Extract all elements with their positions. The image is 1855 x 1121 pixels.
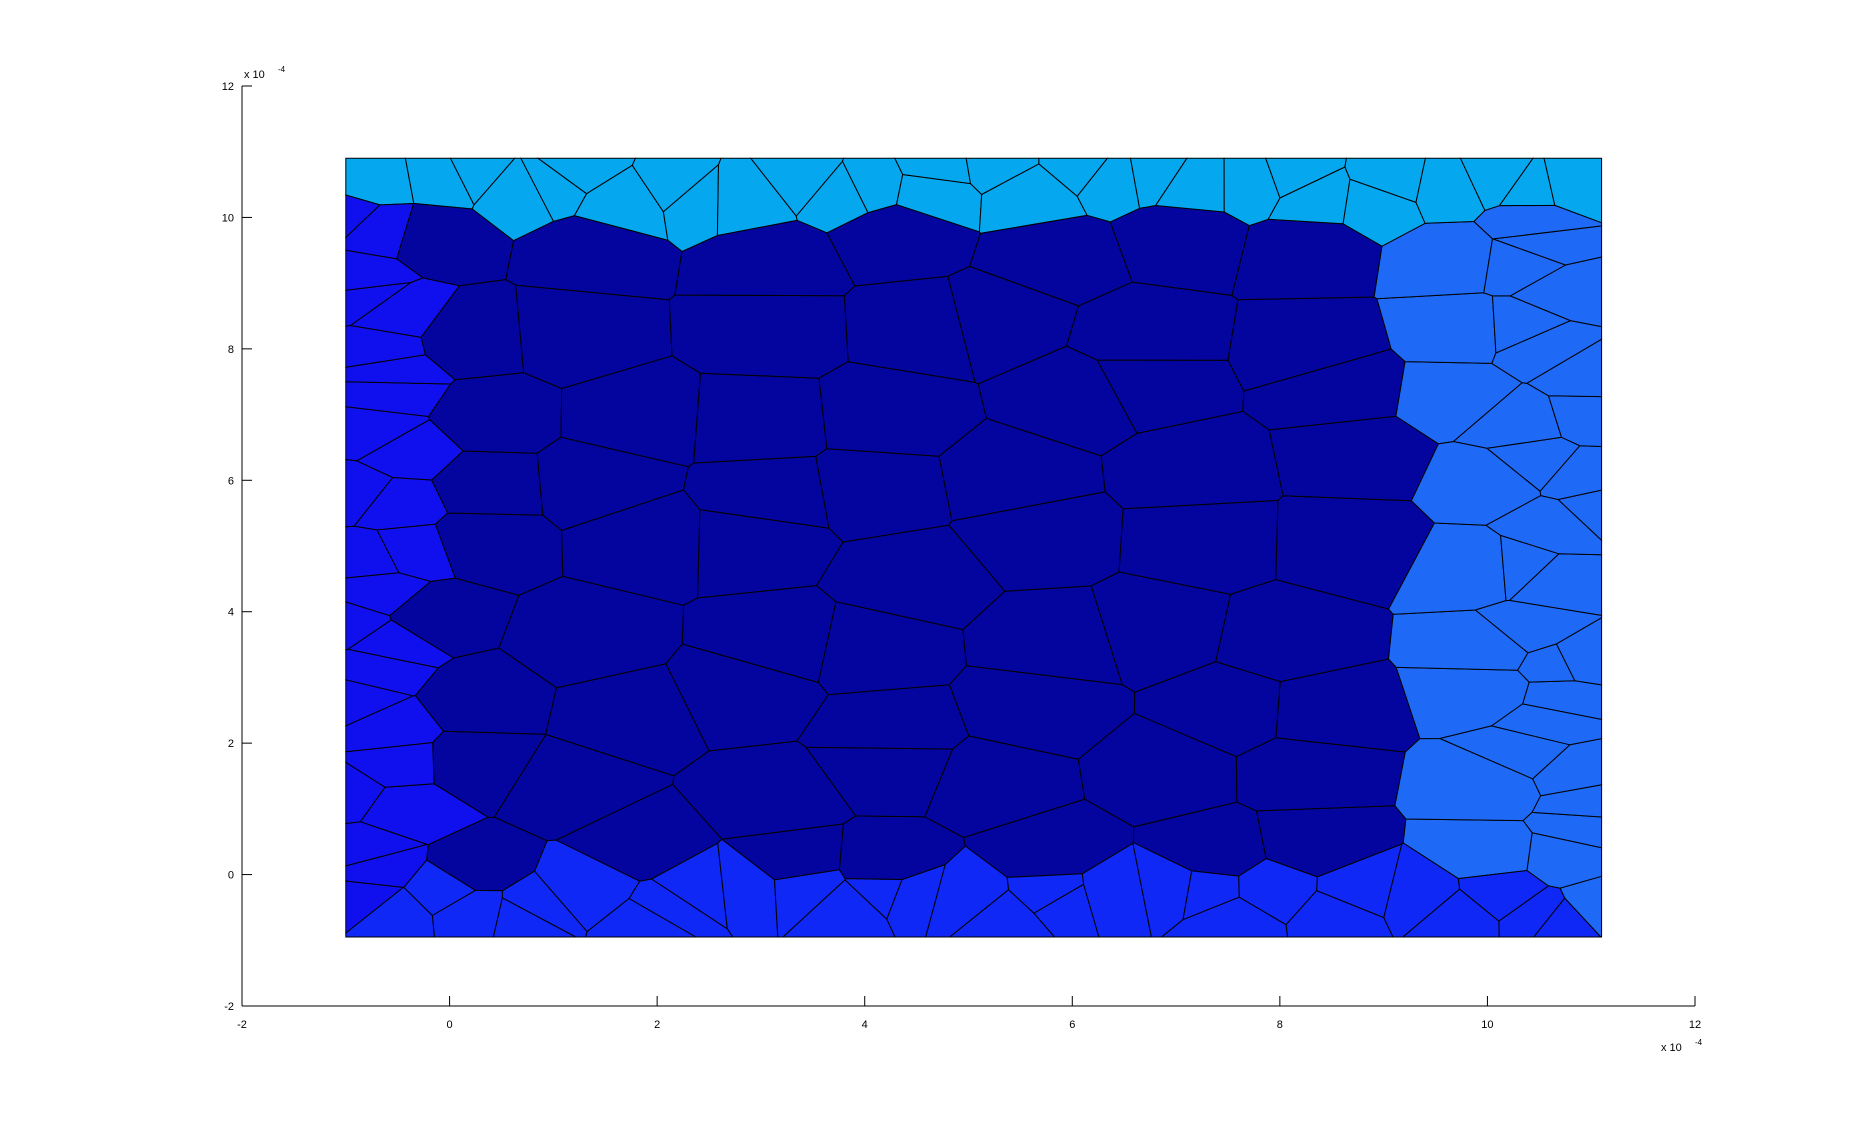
x-axis-multiplier: x 10 bbox=[1661, 1042, 1682, 1054]
x-tick-label: 10 bbox=[1481, 1019, 1493, 1031]
x-tick-label: 0 bbox=[447, 1019, 453, 1031]
x-tick-label: 4 bbox=[862, 1019, 868, 1031]
grain-left bbox=[345, 194, 381, 239]
grain-core bbox=[1268, 415, 1440, 502]
y-axis-multiplier: x 10 bbox=[244, 69, 265, 81]
y-tick-label: 10 bbox=[222, 212, 234, 224]
x-axis-multiplier-exponent: -4 bbox=[1695, 1038, 1703, 1047]
y-tick-label: -2 bbox=[224, 1001, 234, 1013]
x-tick-label: -2 bbox=[237, 1019, 247, 1031]
grain-bottom bbox=[886, 863, 947, 938]
y-tick-label: 12 bbox=[222, 81, 234, 93]
x-tick-label: 6 bbox=[1069, 1019, 1075, 1031]
x-tick-label: 2 bbox=[654, 1019, 660, 1031]
grain-right bbox=[1547, 395, 1603, 448]
grain-right bbox=[1473, 204, 1603, 240]
grain-core bbox=[693, 372, 828, 464]
x-tick-label: 8 bbox=[1277, 1019, 1283, 1031]
y-tick-label: 0 bbox=[228, 870, 234, 882]
grain-core bbox=[1376, 292, 1497, 364]
y-tick-label: 8 bbox=[228, 344, 234, 356]
grain-right bbox=[1522, 811, 1603, 849]
grain-left bbox=[376, 523, 456, 582]
y-tick-label: 6 bbox=[228, 475, 234, 487]
axes: -2 0 2 4 6 8 10 12 -2 0 2 4 6 8 10 12 x 10 -4 x 10 -4 bbox=[222, 65, 1703, 1054]
x-tick-label: 12 bbox=[1689, 1019, 1701, 1031]
y-axis-multiplier-exponent: -4 bbox=[278, 65, 286, 74]
grain-patches bbox=[345, 157, 1603, 938]
grain-bottom bbox=[1081, 842, 1153, 938]
y-tick-label: 2 bbox=[228, 738, 234, 750]
y-tick-label: 4 bbox=[228, 607, 234, 619]
grain-core bbox=[815, 448, 953, 543]
grain-core bbox=[668, 294, 849, 379]
